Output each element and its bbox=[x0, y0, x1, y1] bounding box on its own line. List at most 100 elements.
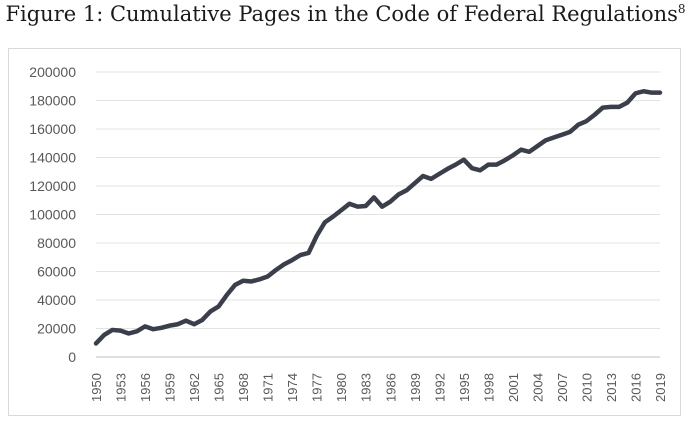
x-tick-label: 1980 bbox=[334, 373, 349, 402]
data-point bbox=[512, 154, 514, 156]
x-tick-label: 1998 bbox=[481, 373, 496, 402]
data-point bbox=[618, 106, 620, 108]
gridlines bbox=[96, 71, 660, 358]
x-tick-label: 1974 bbox=[285, 373, 300, 402]
data-point bbox=[332, 216, 334, 218]
data-point bbox=[348, 203, 350, 205]
data-point bbox=[111, 329, 113, 331]
x-tick-label: 1995 bbox=[457, 373, 472, 402]
x-tick-label: 1986 bbox=[383, 373, 398, 402]
y-tick-label: 40000 bbox=[37, 292, 76, 308]
footnote-marker: 8 bbox=[677, 2, 686, 16]
data-point bbox=[602, 107, 604, 109]
y-tick-label: 100000 bbox=[29, 207, 76, 223]
data-point bbox=[128, 332, 130, 334]
data-point bbox=[496, 164, 498, 166]
data-point bbox=[275, 269, 277, 271]
data-point bbox=[487, 164, 489, 166]
data-point bbox=[185, 320, 187, 322]
data-point bbox=[340, 209, 342, 211]
x-tick-label: 2004 bbox=[530, 373, 545, 402]
data-point bbox=[250, 280, 252, 282]
x-tick-label: 1968 bbox=[236, 373, 251, 402]
data-point bbox=[406, 189, 408, 191]
data-point bbox=[316, 235, 318, 237]
figure-title: Figure 1: Cumulative Pages in the Code o… bbox=[0, 2, 691, 26]
y-tick-label: 200000 bbox=[29, 64, 76, 80]
y-tick-label: 80000 bbox=[37, 235, 76, 251]
x-tick-label: 1956 bbox=[138, 373, 153, 402]
y-tick-label: 160000 bbox=[29, 121, 76, 137]
data-point bbox=[120, 330, 122, 332]
data-point bbox=[242, 280, 244, 282]
data-point bbox=[577, 124, 579, 126]
data-point bbox=[643, 90, 645, 92]
data-point bbox=[201, 319, 203, 321]
x-tick-label: 2013 bbox=[604, 373, 619, 402]
data-point bbox=[177, 323, 179, 325]
y-tick-label: 140000 bbox=[29, 150, 76, 166]
figure-title-text: Figure 1: Cumulative Pages in the Code o… bbox=[5, 2, 678, 26]
y-tick-label: 180000 bbox=[29, 93, 76, 109]
data-point bbox=[95, 342, 97, 344]
chart-frame bbox=[8, 48, 681, 416]
x-tick-label: 2016 bbox=[628, 373, 643, 402]
data-point bbox=[569, 131, 571, 133]
data-point bbox=[136, 330, 138, 332]
x-tick-label: 1962 bbox=[187, 373, 202, 402]
data-point bbox=[455, 164, 457, 166]
data-point bbox=[528, 151, 530, 153]
data-point bbox=[103, 334, 105, 336]
y-axis-tick-labels: 0 20000 40000 60000 80000 100000 120000 140000 1… bbox=[29, 64, 76, 365]
data-point bbox=[463, 159, 465, 161]
data-point bbox=[209, 310, 211, 312]
data-point bbox=[381, 206, 383, 208]
data-point bbox=[545, 139, 547, 141]
data-point bbox=[430, 178, 432, 180]
x-tick-label: 1983 bbox=[359, 373, 374, 402]
data-point bbox=[438, 173, 440, 175]
data-point bbox=[659, 92, 661, 94]
data-point bbox=[536, 145, 538, 147]
x-tick-label: 1953 bbox=[114, 373, 129, 402]
x-tick-label: 1950 bbox=[89, 373, 104, 402]
y-tick-label: 60000 bbox=[37, 264, 76, 280]
data-point bbox=[651, 92, 653, 94]
data-point bbox=[479, 169, 481, 171]
data-point bbox=[446, 168, 448, 170]
data-point bbox=[169, 325, 171, 327]
series-line bbox=[93, 88, 663, 346]
data-point bbox=[193, 323, 195, 325]
data-point bbox=[258, 278, 260, 280]
data-point bbox=[610, 106, 612, 108]
y-tick-label: 20000 bbox=[37, 321, 76, 337]
data-point bbox=[626, 102, 628, 104]
data-point bbox=[520, 149, 522, 151]
data-point bbox=[389, 201, 391, 203]
data-point bbox=[144, 325, 146, 327]
y-tick-label: 120000 bbox=[29, 178, 76, 194]
data-point bbox=[324, 221, 326, 223]
series-group bbox=[93, 88, 663, 346]
x-tick-label: 2010 bbox=[579, 373, 594, 402]
data-point bbox=[561, 134, 563, 136]
x-tick-label: 2001 bbox=[506, 373, 521, 402]
data-point bbox=[365, 205, 367, 207]
data-point bbox=[283, 263, 285, 265]
y-tick-label: 0 bbox=[68, 349, 76, 365]
x-tick-label: 1992 bbox=[432, 373, 447, 402]
data-point bbox=[160, 327, 162, 329]
data-point bbox=[152, 328, 154, 330]
data-point bbox=[414, 182, 416, 184]
data-point bbox=[218, 305, 220, 307]
x-tick-label: 2007 bbox=[555, 373, 570, 402]
x-tick-label: 1977 bbox=[310, 373, 325, 402]
x-tick-label: 1959 bbox=[163, 373, 178, 402]
data-point bbox=[373, 196, 375, 198]
data-point bbox=[553, 137, 555, 139]
data-point bbox=[226, 294, 228, 296]
data-point bbox=[267, 275, 269, 277]
data-point bbox=[308, 252, 310, 254]
data-point bbox=[357, 206, 359, 208]
